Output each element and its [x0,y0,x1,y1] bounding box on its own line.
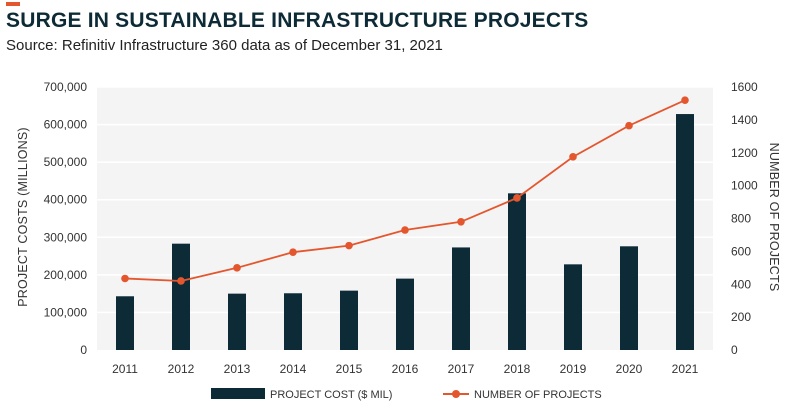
y-right-tick-label: 400 [731,277,751,291]
gridlines [97,86,713,314]
x-tick-label: 2013 [224,362,251,376]
bar [172,243,190,350]
line-point [513,194,521,202]
y-axis-left-title: PROJECT COSTS (MILLIONS) [16,127,30,307]
x-tick-label: 2018 [504,362,531,376]
bar [620,246,638,350]
y-left-tick-label: 300,000 [44,230,88,244]
bar [564,264,582,350]
title-accent-bar [6,2,20,6]
line-point [625,121,633,130]
x-tick-label: 2016 [392,362,419,376]
chart-subtitle: Source: Refinitiv Infrastructure 360 dat… [6,37,443,54]
y-axis-right-title: NUMBER OF PROJECTS [767,143,781,292]
line-series [121,96,689,285]
y-right-tick-label: 1400 [731,113,758,127]
legend-bar-label: PROJECT COST ($ MIL) [270,389,392,401]
y-right-tick-label: 1600 [731,80,758,94]
y-left-tick-label: 100,000 [44,305,88,319]
y-left-tick-label: 700,000 [44,80,88,94]
line-point [289,248,297,256]
y-axis-right-ticks: 0 200 400 600 800 1000 1200 1400 1600 [731,80,758,357]
bar [676,114,694,351]
y-right-tick-label: 1000 [731,179,758,193]
bar [340,290,358,350]
chart-title: SURGE IN SUSTAINABLE INFRASTRUCTURE PROJ… [6,9,589,32]
legend-line-label: NUMBER OF PROJECTS [474,389,602,401]
line-point [569,153,577,161]
y-left-tick-label: 400,000 [44,193,88,207]
legend: PROJECT COST ($ MIL) NUMBER OF PROJECTS [211,388,602,401]
legend-bar-swatch [211,388,265,399]
x-tick-label: 2011 [112,362,138,376]
x-tick-label: 2019 [560,362,587,376]
x-axis-ticks: 2011 2012 2013 2014 2015 2016 2017 2018 2019 2020… [112,362,699,376]
x-tick-label: 2012 [168,362,195,376]
y-right-tick-label: 800 [731,212,751,226]
x-tick-label: 2021 [672,362,699,376]
x-tick-label: 2017 [448,362,475,376]
y-right-tick-label: 600 [731,244,751,258]
y-right-tick-label: 0 [731,343,738,357]
y-left-tick-label: 500,000 [44,155,88,169]
line-point [121,274,129,283]
line-point [401,226,409,234]
x-tick-label: 2020 [616,362,643,376]
bar [284,293,302,350]
bar [508,193,526,350]
bar [116,296,134,350]
bar [228,293,246,350]
legend-line-marker [452,390,460,398]
line-point [233,264,241,272]
y-right-tick-label: 1200 [731,146,758,160]
y-left-tick-label: 0 [80,343,87,357]
y-left-tick-label: 200,000 [44,268,88,282]
bars-series [116,114,694,351]
bar [452,247,470,350]
line-point [177,277,185,285]
x-tick-label: 2014 [280,362,307,376]
line-point [457,217,465,226]
x-tick-label: 2015 [336,362,363,376]
y-axis-left-ticks: 0 100,000 200,000 300,000 400,000 500,000 600,… [44,80,88,357]
bar [396,278,414,350]
line-point [345,241,353,250]
y-left-tick-label: 600,000 [44,118,88,132]
y-right-tick-label: 200 [731,310,751,324]
line-point [681,96,689,104]
